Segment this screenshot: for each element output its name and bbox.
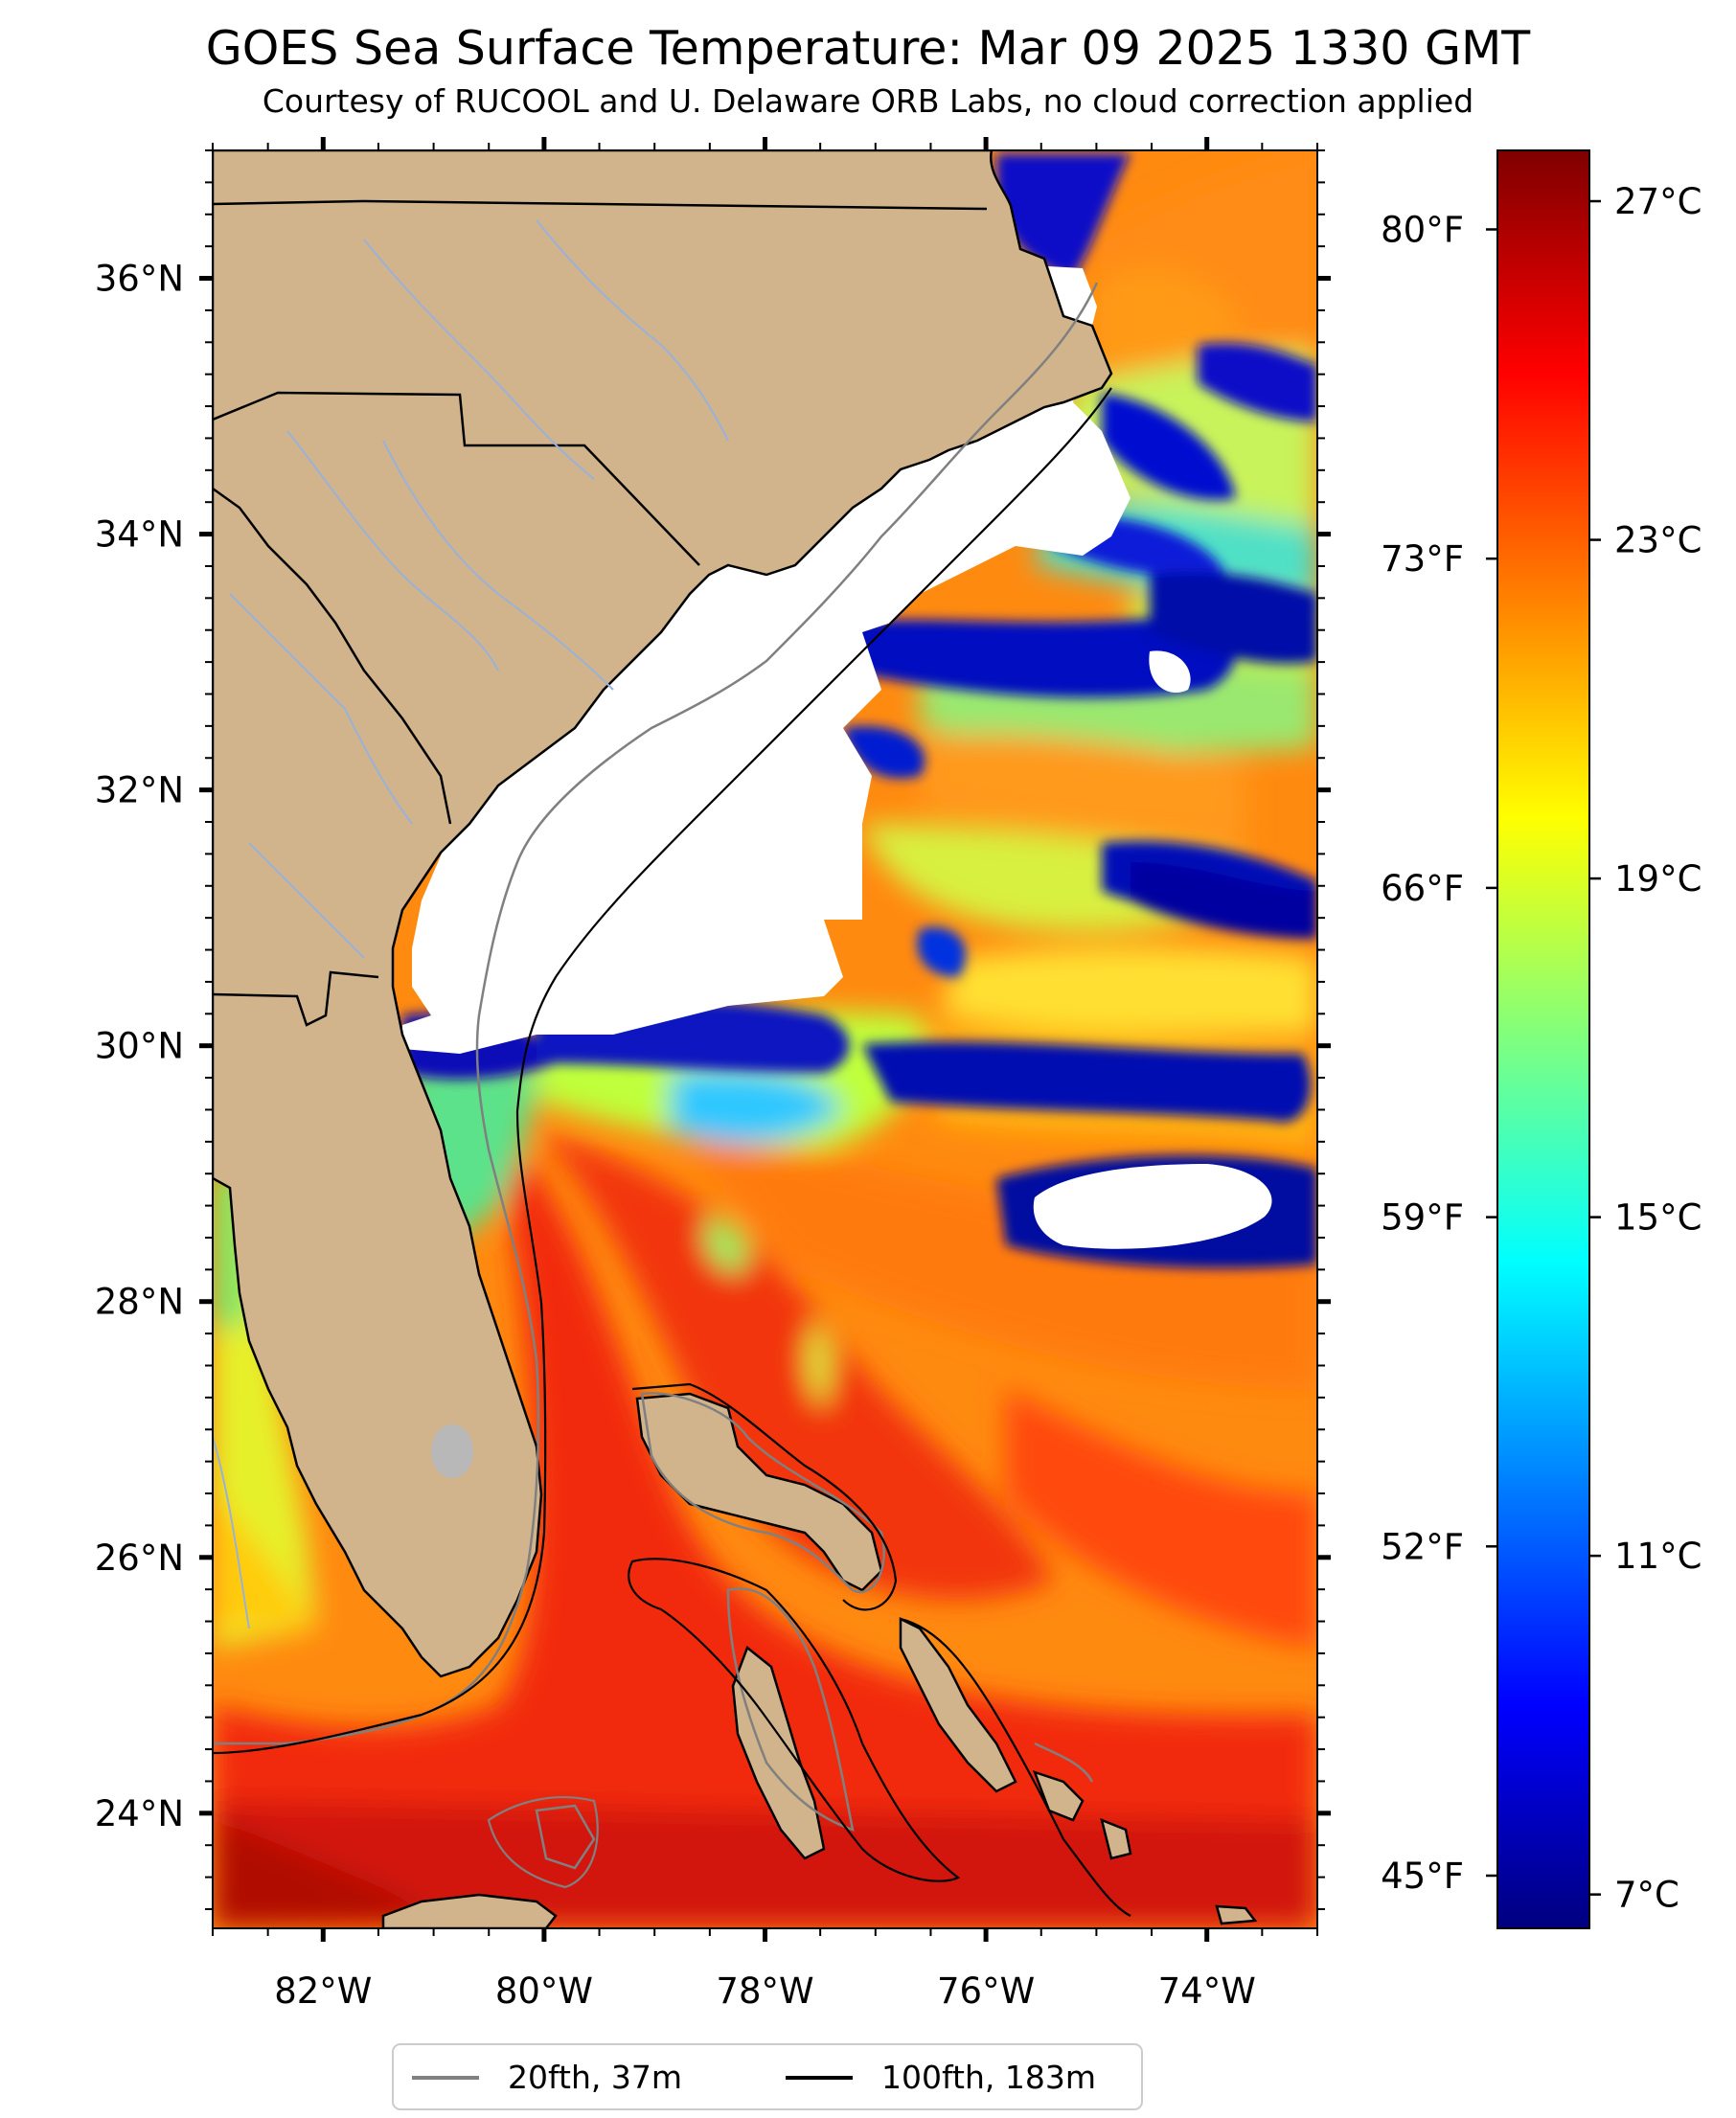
lat-label: 30°N	[95, 1026, 184, 1067]
colorbar-frame	[1496, 149, 1590, 1929]
lon-label: 74°W	[1158, 1970, 1256, 2012]
lon-label: 78°W	[716, 1970, 813, 2012]
longitude-axis: 82°W 80°W 78°W 76°W 74°W	[274, 137, 1256, 2012]
fahrenheit-label: 80°F	[1381, 209, 1464, 250]
colorbar-label: 11°C	[1614, 1536, 1702, 1577]
colorbar-label: 19°C	[1614, 858, 1702, 900]
fahrenheit-label: 52°F	[1381, 1526, 1464, 1567]
lat-label: 32°N	[95, 770, 184, 811]
fahrenheit-label: 45°F	[1381, 1856, 1464, 1897]
legend: 20fth, 37m 100fth, 183m	[392, 2043, 1143, 2110]
rivers	[213, 219, 729, 1629]
map-title: GOES Sea Surface Temperature: Mar 09 202…	[205, 21, 1531, 76]
fahrenheit-label: 66°F	[1381, 868, 1464, 909]
legend-label-100fth: 100fth, 183m	[881, 2059, 1096, 2096]
lon-label: 76°W	[937, 1970, 1035, 2012]
contour-100fth	[213, 387, 1131, 1917]
colorbar-label: 23°C	[1614, 520, 1702, 561]
colorbar-ticks: 27°C 23°C 19°C 15°C 11°C 7°C	[1589, 181, 1702, 1916]
lake-okeechobee	[431, 1424, 473, 1478]
cloud-mask	[402, 263, 1272, 1249]
lat-label: 26°N	[95, 1537, 184, 1579]
colorbar: 27°C 23°C 19°C 15°C 11°C 7°C	[1496, 149, 1702, 1929]
lat-label: 36°N	[95, 259, 184, 300]
legend-label-20fth: 20fth, 37m	[508, 2059, 682, 2096]
fahrenheit-label: 73°F	[1381, 538, 1464, 580]
map-subtitle: Courtesy of RUCOOL and U. Delaware ORB L…	[262, 82, 1474, 120]
lat-label: 28°N	[95, 1282, 184, 1323]
map-panel	[213, 150, 1317, 1928]
lat-label: 34°N	[95, 514, 184, 556]
latitude-axis: 36°N 34°N 32°N 30°N 28°N 26°N 24°N	[95, 259, 1331, 1834]
lon-label: 80°W	[495, 1970, 593, 2012]
fahrenheit-label: 59°F	[1381, 1197, 1464, 1239]
contour-20fth	[213, 282, 1099, 1870]
state-borders	[213, 199, 988, 1027]
legend-box	[392, 2043, 1143, 2110]
land	[213, 150, 1258, 1928]
lat-label: 24°N	[95, 1793, 184, 1834]
colorbar-label: 7°C	[1614, 1875, 1679, 1916]
colorbar-gradient	[1497, 150, 1589, 1928]
fahrenheit-axis: 80°F 73°F 66°F 59°F 52°F 45°F	[1381, 209, 1497, 1897]
colorbar-label: 15°C	[1614, 1197, 1702, 1239]
colorbar-label: 27°C	[1614, 181, 1702, 222]
lon-label: 82°W	[274, 1970, 372, 2012]
